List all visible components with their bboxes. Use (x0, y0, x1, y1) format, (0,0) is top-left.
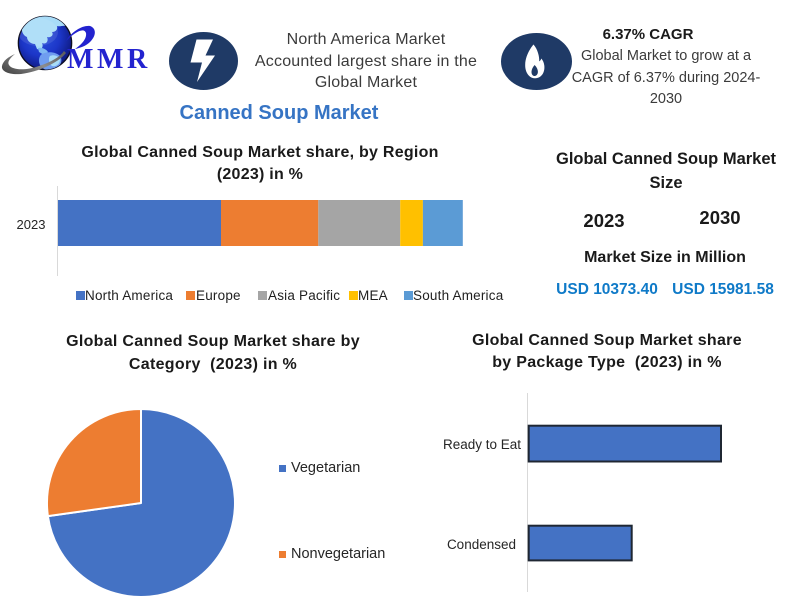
svg-text:MMR: MMR (67, 44, 151, 75)
